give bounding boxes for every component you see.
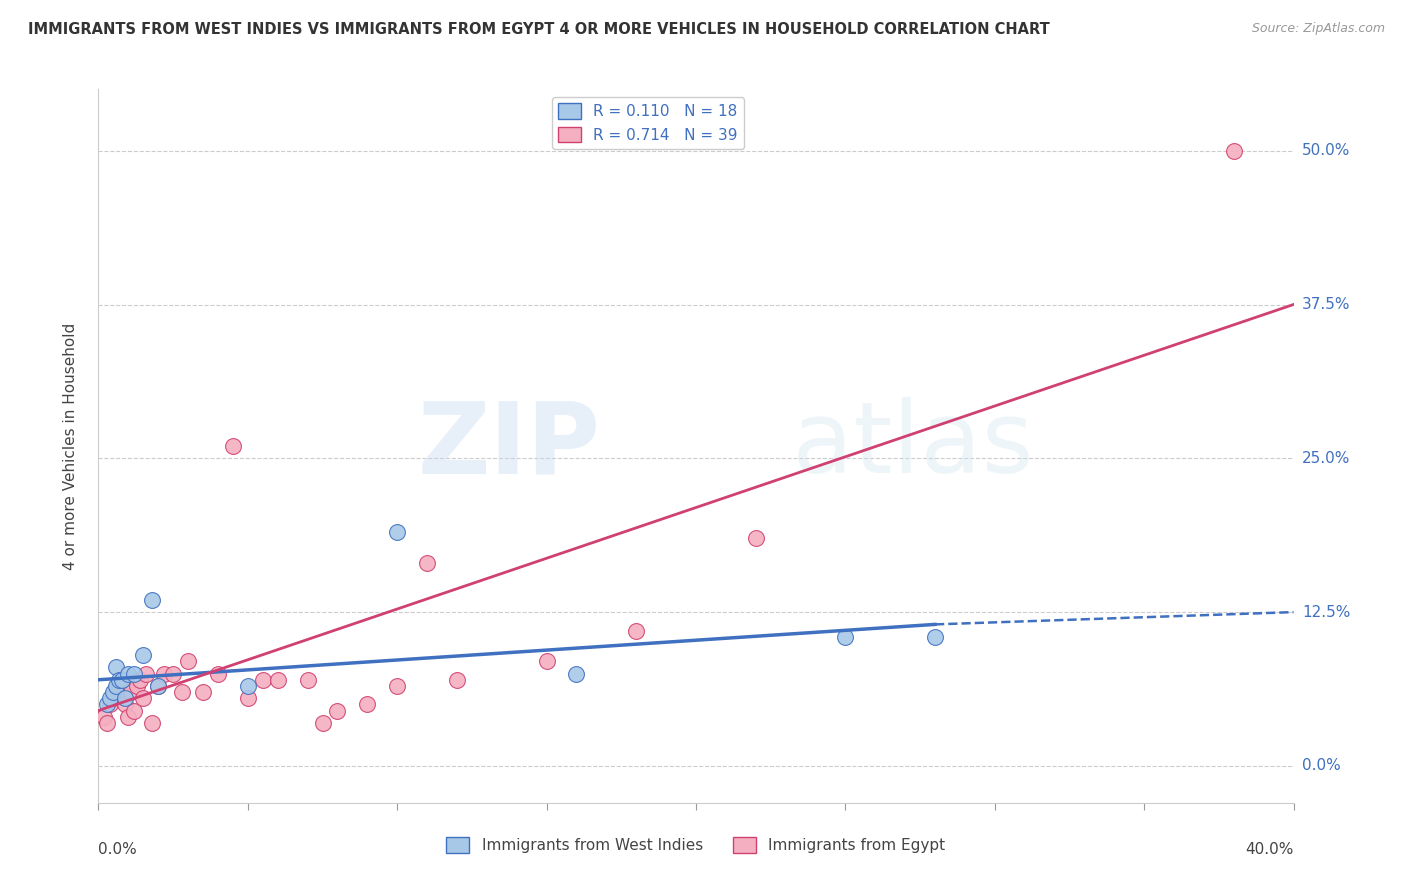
Point (162, 666, 184, 681)
Text: atlas: atlas (792, 398, 1033, 494)
Point (326, 704, 349, 718)
Point (311, 715, 333, 730)
Point (103, 691, 125, 706)
Point (385, 679, 409, 693)
Point (252, 673, 274, 687)
Point (297, 673, 319, 687)
Point (129, 673, 152, 687)
Point (834, 630, 856, 644)
Point (924, 630, 946, 644)
Text: 12.5%: 12.5% (1302, 605, 1350, 620)
Point (172, 685, 194, 699)
Text: 0.0%: 0.0% (98, 842, 138, 857)
Point (222, 439, 245, 453)
Point (207, 666, 229, 681)
Point (236, 691, 259, 706)
Y-axis label: 4 or more Vehicles in Household: 4 or more Vehicles in Household (63, 322, 77, 570)
Point (132, 648, 155, 662)
Point (148, 679, 170, 693)
Point (236, 679, 259, 693)
Point (153, 666, 176, 681)
Point (114, 698, 136, 712)
Point (446, 673, 468, 687)
Point (111, 673, 134, 687)
Legend: Immigrants from West Indies, Immigrants from Egypt: Immigrants from West Indies, Immigrants … (440, 831, 952, 859)
Point (105, 685, 128, 699)
Point (191, 685, 214, 699)
Point (108, 685, 131, 699)
Point (141, 715, 163, 730)
Point (148, 679, 170, 693)
Point (127, 679, 149, 693)
Text: 50.0%: 50.0% (1302, 144, 1350, 158)
Point (536, 654, 558, 668)
Text: 37.5%: 37.5% (1302, 297, 1350, 312)
Point (96, 698, 118, 712)
Point (626, 624, 648, 638)
Point (105, 679, 128, 693)
Point (108, 673, 131, 687)
Point (267, 673, 290, 687)
Point (1223, 144, 1246, 158)
Point (98, 691, 122, 706)
Point (745, 531, 768, 545)
Point (124, 704, 146, 718)
Point (93, 709, 115, 723)
Point (416, 556, 439, 570)
Point (141, 592, 163, 607)
Point (96, 715, 118, 730)
Point (124, 666, 146, 681)
Point (135, 666, 157, 681)
Point (117, 673, 139, 687)
Point (132, 691, 155, 706)
Point (120, 685, 142, 699)
Point (565, 666, 588, 681)
Text: ZIP: ZIP (418, 398, 600, 494)
Point (117, 709, 139, 723)
Point (356, 698, 378, 712)
Point (98, 698, 122, 712)
Text: 25.0%: 25.0% (1302, 450, 1350, 466)
Text: 40.0%: 40.0% (1246, 842, 1294, 857)
Point (105, 660, 128, 674)
Text: 0.0%: 0.0% (1302, 758, 1340, 773)
Text: IMMIGRANTS FROM WEST INDIES VS IMMIGRANTS FROM EGYPT 4 OR MORE VEHICLES IN HOUSE: IMMIGRANTS FROM WEST INDIES VS IMMIGRANT… (28, 22, 1050, 37)
Text: Source: ZipAtlas.com: Source: ZipAtlas.com (1251, 22, 1385, 36)
Point (114, 691, 136, 706)
Point (111, 679, 134, 693)
Point (385, 525, 409, 540)
Point (177, 654, 200, 668)
Point (117, 666, 139, 681)
Point (103, 685, 125, 699)
